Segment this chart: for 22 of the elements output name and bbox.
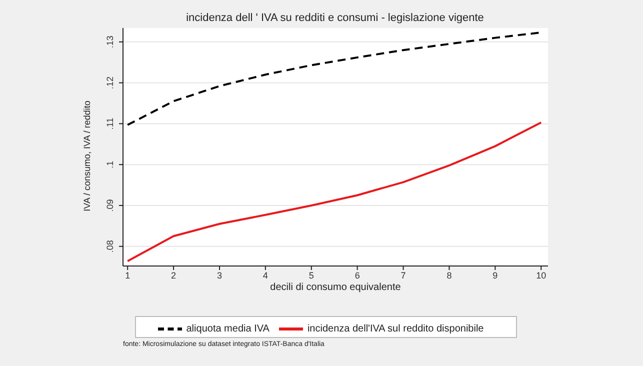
y-tick-label: .1 [105, 160, 115, 168]
x-tick-label: 5 [308, 270, 314, 280]
y-tick-label: .08 [105, 240, 115, 253]
y-tick-label: .13 [105, 36, 115, 48]
x-axis-title: decili di consumo equivalente [270, 282, 402, 293]
y-tick-label: .12 [105, 76, 115, 90]
x-tick-label: 2 [171, 270, 176, 280]
x-tick-label: 10 [536, 270, 546, 280]
y-axis-title: IVA / consumo, IVA / reddito [82, 100, 92, 212]
x-tick-label: 1 [125, 270, 130, 280]
y-tick-label: .11 [105, 118, 115, 130]
x-tick-label: 9 [492, 270, 498, 280]
x-tick-label: 4 [262, 270, 268, 280]
x-tick-label: 8 [446, 270, 452, 280]
legend-label: aliquota media IVA [186, 324, 270, 335]
y-tick-label: .09 [105, 199, 115, 212]
chart-title: incidenza dell ' IVA su redditi e consumi - legislazione vigente [186, 12, 484, 24]
x-tick-label: 3 [216, 270, 222, 280]
x-tick-label: 7 [400, 270, 406, 280]
line-series [126, 121, 542, 262]
x-tick-label: 6 [354, 270, 360, 280]
legend-label: incidenza dell'IVA sul reddito disponibile [307, 324, 484, 335]
